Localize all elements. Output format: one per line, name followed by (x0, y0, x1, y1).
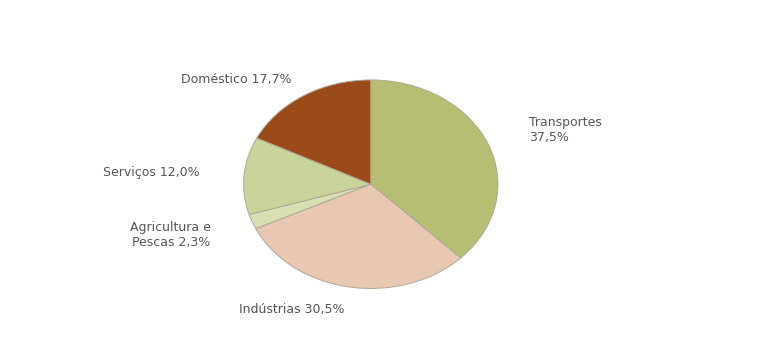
Text: Serviços 12,0%: Serviços 12,0% (103, 166, 199, 179)
Wedge shape (249, 184, 370, 229)
Wedge shape (370, 80, 498, 258)
Text: Agricultura e
Pescas 2,3%: Agricultura e Pescas 2,3% (130, 221, 211, 249)
Text: Transportes
37,5%: Transportes 37,5% (529, 116, 602, 144)
Wedge shape (255, 184, 461, 289)
Text: Doméstico 17,7%: Doméstico 17,7% (181, 73, 291, 86)
Wedge shape (244, 138, 370, 214)
Wedge shape (257, 80, 370, 184)
Text: Indústrias 30,5%: Indústrias 30,5% (239, 303, 344, 316)
